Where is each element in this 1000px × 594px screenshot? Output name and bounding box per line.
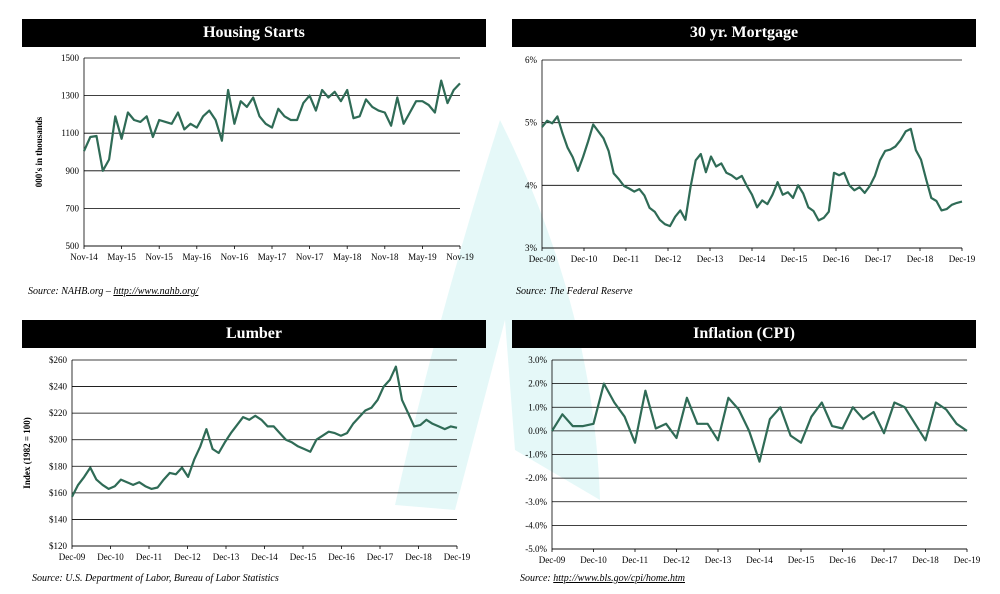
housing-source-text: Source: NAHB.org – [28,286,114,297]
lumber-ytick-label: $160 [49,488,68,498]
lumber-ytick-label: $180 [49,461,68,471]
cpi-ytick-label: 1.0% [528,402,547,412]
cpi-ytick-label: -4.0% [525,520,547,530]
lumber-xtick-label: Dec-09 [59,552,86,562]
cpi-xtick-label: Dec-09 [539,555,566,565]
mortgage-ytick-label: 6% [525,55,538,65]
cpi-ytick-label: 3.0% [528,355,547,365]
cpi-ytick-label: 0.0% [528,426,547,436]
cpi-source: Source: http://www.bls.gov/cpi/home.htm [520,573,685,584]
lumber-title: Lumber [22,320,486,348]
mortgage-series-line [541,115,963,228]
mortgage-source-text: Source: The Federal Reserve [516,286,633,297]
housing-xtick-label: Nov-17 [296,252,324,262]
lumber-xtick-label: Dec-11 [136,552,162,562]
lumber-ytick-label: $120 [49,541,68,551]
mortgage-xtick-label: Dec-18 [907,254,934,264]
cpi-ytick-label: 2.0% [528,379,547,389]
mortgage-xtick-label: Dec-11 [613,254,639,264]
mortgage-xtick-label: Dec-19 [949,254,976,264]
lumber-ytick-label: $260 [49,355,68,365]
lumber-ylabel: Index (1982 = 100) [22,417,32,488]
lumber-ytick-label: $200 [49,435,68,445]
housing-xtick-label: May-18 [333,252,362,262]
lumber-xtick-label: Dec-12 [174,552,201,562]
cpi-xtick-label: Dec-12 [663,555,690,565]
mortgage-xtick-label: Dec-14 [739,254,766,264]
lumber-source-text: Source: U.S. Department of Labor, Bureau… [32,573,279,584]
housing-ytick-label: 1300 [61,91,80,101]
housing-xtick-label: May-19 [408,252,437,262]
housing-ytick-label: 500 [66,241,80,251]
housing-xtick-label: May-15 [107,252,136,262]
housing-series-line [82,79,461,172]
lumber-xtick-label: Dec-17 [367,552,394,562]
lumber-xtick-label: Dec-18 [405,552,432,562]
lumber-xtick-label: Dec-10 [97,552,124,562]
cpi-title: Inflation (CPI) [512,320,976,348]
mortgage-xtick-label: Dec-15 [781,254,808,264]
cpi-ytick-label: -3.0% [525,497,547,507]
cpi-xtick-label: Dec-17 [871,555,898,565]
mortgage-chart: 3% 4% 5% 6% Dec-09 Dec-10 Dec-11 Dec-12 Dec-13 De… [525,55,976,264]
housing-source: Source: NAHB.org – http://www.nahb.org/ [28,286,198,297]
cpi-xtick-label: Dec-16 [829,555,856,565]
lumber-chart: $120 $140 $160 $180 $200 $220 $240 $260 Dec-09 De… [22,355,471,562]
mortgage-source: Source: The Federal Reserve [516,286,633,297]
housing-chart: 500 700 900 1100 1300 1500 Nov-14 May-15 Nov-15 M… [34,53,474,262]
housing-ytick-label: 1100 [61,128,79,138]
cpi-series-line [551,382,968,463]
lumber-ytick-label: $140 [49,514,68,524]
housing-xtick-label: Nov-16 [221,252,249,262]
mortgage-title: 30 yr. Mortgage [512,19,976,47]
housing-xtick-label: May-16 [183,252,212,262]
housing-xtick-label: Nov-15 [145,252,173,262]
lumber-xtick-label: Dec-16 [328,552,355,562]
cpi-xtick-label: Dec-15 [788,555,815,565]
lumber-xtick-label: Dec-14 [251,552,278,562]
cpi-xtick-label: Dec-10 [580,555,607,565]
cpi-xtick-label: Dec-18 [912,555,939,565]
cpi-chart: -5.0% -4.0% -3.0% -2.0% -1.0% 0.0% 1.0% 2.0% 3.0… [525,355,980,565]
housing-ytick-label: 700 [66,203,80,213]
mortgage-ytick-label: 4% [525,180,538,190]
cpi-source-link[interactable]: http://www.bls.gov/cpi/home.htm [553,573,685,584]
mortgage-ytick-label: 5% [525,118,538,128]
lumber-series-line [71,365,458,498]
lumber-xtick-label: Dec-15 [290,552,317,562]
lumber-xtick-label: Dec-13 [213,552,240,562]
cpi-source-text: Source: [520,573,554,584]
housing-ytick-label: 1500 [61,53,80,63]
housing-xtick-label: Nov-14 [70,252,98,262]
lumber-xtick-label: Dec-19 [444,552,471,562]
cpi-xtick-label: Dec-11 [622,555,648,565]
housing-xtick-label: May-17 [258,252,287,262]
mortgage-panel: 30 yr. Mortgage 3% 4% 5% 6% Dec-09 Dec-10 Dec-… [512,19,976,304]
mortgage-xtick-label: Dec-12 [655,254,682,264]
mortgage-xtick-label: Dec-10 [571,254,598,264]
cpi-ytick-label: -5.0% [525,544,547,554]
lumber-ytick-label: $240 [49,382,68,392]
lumber-source: Source: U.S. Department of Labor, Bureau… [32,573,279,584]
cpi-ytick-label: -2.0% [525,473,547,483]
housing-title: Housing Starts [22,19,486,47]
lumber-panel: Lumber $120 $140 $160 $180 $200 $220 $240 $260 D… [22,320,486,590]
housing-panel: Housing Starts 500 700 900 1100 1300 1500 Nov-… [22,19,486,304]
cpi-ytick-label: -1.0% [525,450,547,460]
cpi-xtick-label: Dec-14 [746,555,773,565]
mortgage-xtick-label: Dec-13 [697,254,724,264]
housing-xtick-label: Nov-18 [371,252,399,262]
housing-ytick-label: 900 [66,166,80,176]
cpi-xtick-label: Dec-13 [705,555,732,565]
mortgage-xtick-label: Dec-09 [529,254,556,264]
mortgage-ytick-label: 3% [525,243,538,253]
lumber-ytick-label: $220 [49,408,68,418]
mortgage-xtick-label: Dec-17 [865,254,892,264]
cpi-panel: Inflation (CPI) -5.0% -4.0% -3.0% -2.0% -1.0… [512,320,981,590]
cpi-xtick-label: Dec-19 [954,555,981,565]
housing-source-link[interactable]: http://www.nahb.org/ [113,286,199,297]
housing-xtick-label: Nov-19 [446,252,474,262]
housing-ylabel: 000's in thousands [34,116,44,187]
mortgage-xtick-label: Dec-16 [823,254,850,264]
